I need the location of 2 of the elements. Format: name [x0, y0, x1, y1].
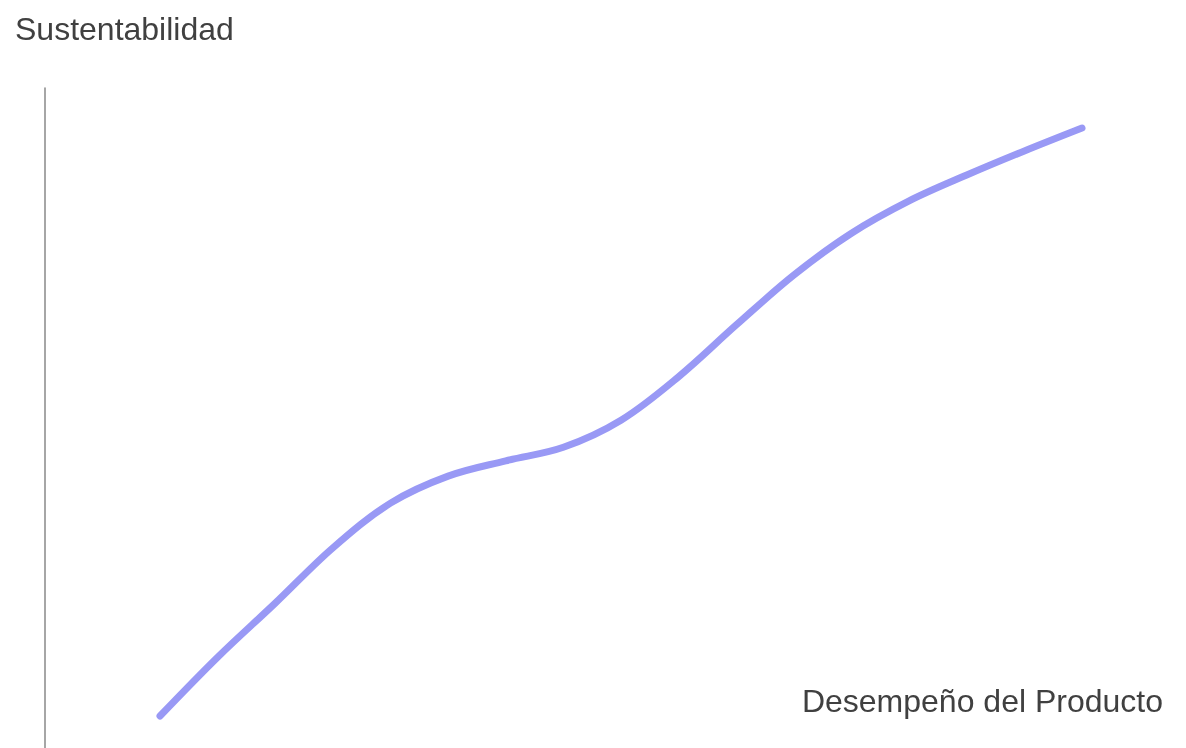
y-axis-title: Sustentabilidad: [15, 11, 234, 47]
x-axis-title: Desempeño del Producto: [801, 683, 1163, 719]
